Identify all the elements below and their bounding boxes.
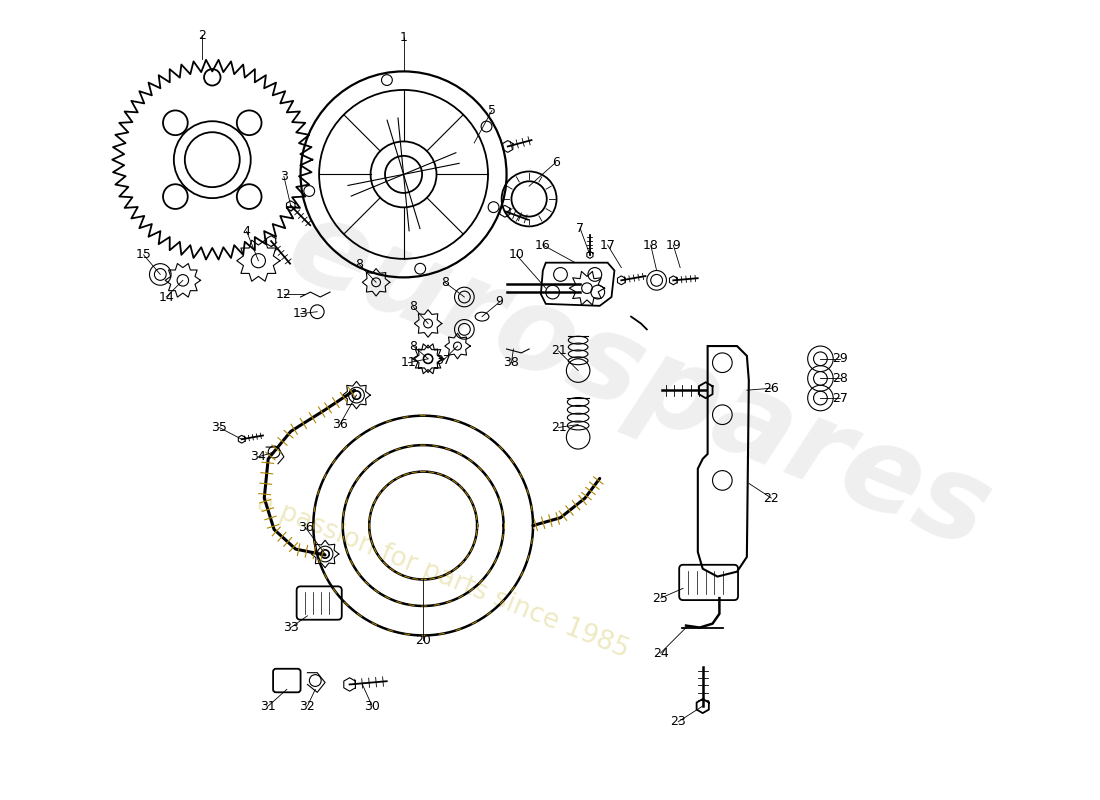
Text: 15: 15 xyxy=(135,248,152,262)
Text: 30: 30 xyxy=(364,699,381,713)
Text: 10: 10 xyxy=(508,248,525,262)
Text: 32: 32 xyxy=(299,699,316,713)
Text: 2: 2 xyxy=(198,29,207,42)
Text: 6: 6 xyxy=(552,156,560,169)
Text: 16: 16 xyxy=(535,238,551,251)
Text: 28: 28 xyxy=(832,372,848,385)
Text: eurospares: eurospares xyxy=(272,187,1006,574)
Text: 26: 26 xyxy=(763,382,779,394)
Text: 17: 17 xyxy=(600,238,616,251)
Text: 18: 18 xyxy=(642,238,659,251)
Text: 29: 29 xyxy=(833,352,848,366)
Text: 23: 23 xyxy=(670,715,686,728)
Text: 7: 7 xyxy=(576,222,584,235)
Text: 34: 34 xyxy=(251,450,266,463)
Text: 38: 38 xyxy=(504,356,519,370)
Text: 27: 27 xyxy=(832,391,848,405)
Text: 8: 8 xyxy=(355,258,363,271)
Text: 13: 13 xyxy=(293,307,308,320)
Text: 22: 22 xyxy=(763,491,779,505)
Text: 11: 11 xyxy=(400,356,416,370)
Text: a passion for parts since 1985: a passion for parts since 1985 xyxy=(253,490,632,663)
Text: 21: 21 xyxy=(551,421,566,434)
Text: 36: 36 xyxy=(332,418,348,431)
Text: 5: 5 xyxy=(487,104,496,117)
Text: 19: 19 xyxy=(666,238,681,251)
Text: 31: 31 xyxy=(261,699,276,713)
Text: 8: 8 xyxy=(409,300,417,314)
Text: 37: 37 xyxy=(434,354,451,367)
Text: 8: 8 xyxy=(409,339,417,353)
Text: 12: 12 xyxy=(276,287,292,301)
Text: 3: 3 xyxy=(279,170,288,183)
Text: 33: 33 xyxy=(283,621,298,634)
Text: 1: 1 xyxy=(399,30,407,43)
Text: 9: 9 xyxy=(496,295,504,309)
Text: 35: 35 xyxy=(211,421,227,434)
Text: 36: 36 xyxy=(298,521,314,534)
Text: 14: 14 xyxy=(158,290,174,303)
Text: 24: 24 xyxy=(652,646,669,659)
Text: 8: 8 xyxy=(441,276,449,289)
Text: 21: 21 xyxy=(551,345,566,358)
Text: 20: 20 xyxy=(415,634,431,647)
Text: 25: 25 xyxy=(652,592,669,605)
Text: 4: 4 xyxy=(243,225,251,238)
